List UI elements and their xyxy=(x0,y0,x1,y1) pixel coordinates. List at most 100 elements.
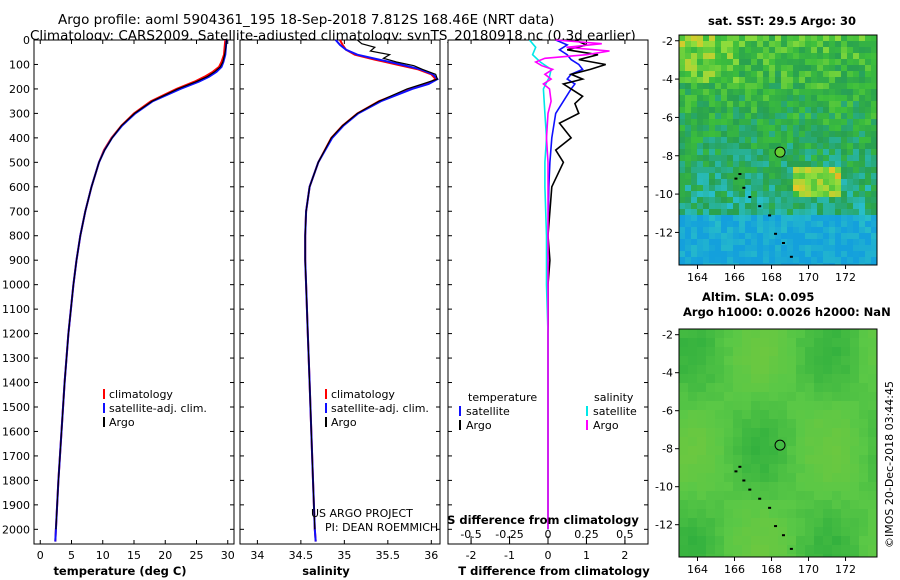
sst-map-cell xyxy=(739,251,746,258)
sla-map-cell xyxy=(868,437,878,447)
sst-map-cell xyxy=(787,107,794,114)
sst-map-cell xyxy=(703,125,710,132)
sla-map-island xyxy=(789,547,793,550)
sst-map-cell xyxy=(871,203,878,210)
sst-map-cell xyxy=(865,113,872,120)
sst-map-cell xyxy=(727,173,734,180)
sst-map-cell xyxy=(697,215,704,222)
sst-map-cell xyxy=(745,47,752,54)
sst-map-cell xyxy=(727,107,734,114)
sst-map-cell xyxy=(757,251,764,258)
sst-map-cell xyxy=(829,35,836,42)
sst-map-cell xyxy=(811,143,818,150)
sst-map-cell xyxy=(733,53,740,60)
sla-map-cell xyxy=(850,536,860,546)
sla-map-cell xyxy=(805,428,815,438)
sst-map-cell xyxy=(745,65,752,72)
sst-map-cell xyxy=(835,125,842,132)
sst-map-cell xyxy=(847,113,854,120)
sst-map-cell xyxy=(703,155,710,162)
sst-map-cell xyxy=(721,119,728,126)
sst-map-cell xyxy=(805,71,812,78)
difference-xlabel: T difference from climatology xyxy=(458,564,650,578)
sst-map-cell xyxy=(799,197,806,204)
sst-map-cell xyxy=(721,41,728,48)
sla-map-cell xyxy=(706,428,716,438)
difference-series-t-argo xyxy=(547,39,606,530)
sst-map-cell xyxy=(829,173,836,180)
sst-map-cell xyxy=(799,155,806,162)
sst-map-cell xyxy=(763,203,770,210)
sst-map-cell xyxy=(715,65,722,72)
sla-map-cell xyxy=(850,401,860,411)
sla-map-cell xyxy=(724,392,734,402)
sla-map-cell xyxy=(742,464,752,474)
sst-map-cell xyxy=(787,155,794,162)
sst-map-cell xyxy=(853,161,860,168)
sst-map-cell xyxy=(769,35,776,42)
sst-map-cell xyxy=(865,251,872,258)
sla-map-cell xyxy=(760,437,770,447)
sst-map-cell xyxy=(805,257,812,264)
sst-map-cell xyxy=(739,149,746,156)
sst-map-cell xyxy=(859,179,866,186)
sla-map-cell xyxy=(688,383,698,393)
sst-map-cell xyxy=(715,245,722,252)
sst-map-cell xyxy=(757,197,764,204)
sst-map-cell xyxy=(679,83,686,90)
sla-map-cell xyxy=(706,383,716,393)
sst-map-cell xyxy=(781,35,788,42)
sst-map-cell xyxy=(691,221,698,228)
sst-map-cell xyxy=(805,59,812,66)
sst-map-cell xyxy=(847,41,854,48)
sla-map-cell xyxy=(715,509,725,519)
sst-map-cell xyxy=(703,119,710,126)
sst-map-cell xyxy=(787,47,794,54)
sst-map-cell xyxy=(847,89,854,96)
sla-map-cell xyxy=(715,473,725,483)
temperature-xtick-label: 5 xyxy=(68,549,75,562)
sst-map-cell xyxy=(697,209,704,216)
sst-map-cell xyxy=(751,257,758,264)
temperature-legend-label: Argo xyxy=(109,416,135,429)
sla-map-cell xyxy=(778,383,788,393)
sla-map-cell xyxy=(868,356,878,366)
sst-map-cell xyxy=(757,227,764,234)
sst-map-cell xyxy=(721,251,728,258)
sst-map-cell xyxy=(787,149,794,156)
sla-map-cell xyxy=(805,365,815,375)
sst-map-cell xyxy=(805,203,812,210)
sst-map-cell xyxy=(871,179,878,186)
sla-map-cell xyxy=(733,455,743,465)
sla-map-cell xyxy=(715,464,725,474)
sst-map-cell xyxy=(835,59,842,66)
sst-map-cell xyxy=(823,83,830,90)
sst-map-cell xyxy=(775,137,782,144)
sst-map-cell xyxy=(781,215,788,222)
sla-map-cell xyxy=(859,536,869,546)
sla-map-cell xyxy=(751,338,761,348)
sla-map-cell xyxy=(832,401,842,411)
sla-map-cell xyxy=(715,383,725,393)
sst-map-cell xyxy=(847,35,854,42)
sst-map-cell xyxy=(715,83,722,90)
sst-map-cell xyxy=(739,263,746,266)
sst-map-cell xyxy=(865,35,872,42)
sla-map-cell xyxy=(805,392,815,402)
sst-map-cell xyxy=(865,257,872,264)
sst-map-cell xyxy=(769,257,776,264)
sla-map-cell xyxy=(805,527,815,537)
sst-map-cell xyxy=(835,89,842,96)
sst-map-cell xyxy=(757,35,764,42)
sla-map-cell xyxy=(715,356,725,366)
sst-map-cell xyxy=(703,131,710,138)
sst-map-cell xyxy=(769,161,776,168)
sla-map-cell xyxy=(769,500,779,510)
sst-map-cell xyxy=(823,143,830,150)
sst-map-cell xyxy=(757,257,764,264)
sst-map-cell xyxy=(787,173,794,180)
sst-map-cell xyxy=(805,107,812,114)
sla-map-cell xyxy=(697,545,707,555)
sla-map-cell xyxy=(859,509,869,519)
